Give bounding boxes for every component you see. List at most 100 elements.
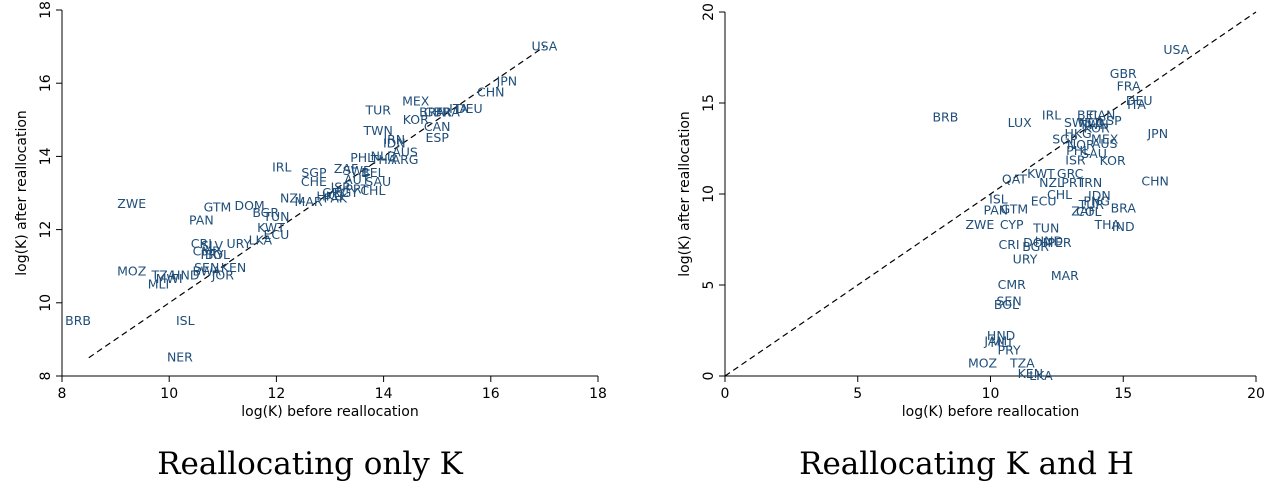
y-tick-label: 10 [701, 185, 717, 203]
data-point-label: ITA [1127, 97, 1146, 112]
data-point-label: IRL [1042, 108, 1061, 123]
data-point-label: BOL [205, 247, 230, 262]
x-axis-label: log(K) before reallocation [902, 404, 1079, 420]
data-point-label: ZWE [117, 196, 146, 211]
data-point-label: ISL [989, 191, 1008, 206]
data-point-label: CAN [424, 119, 451, 134]
data-point-label: KWT [1027, 166, 1055, 181]
data-point-label: DOM [1023, 235, 1053, 250]
data-point-label: JAM [983, 333, 1007, 348]
x-tick-label: 14 [375, 386, 393, 402]
data-point-label: PRY [998, 343, 1021, 358]
x-tick-label: 5 [853, 386, 862, 402]
y-tick-label: 20 [701, 3, 717, 21]
data-point-label: KOR [1084, 120, 1110, 135]
x-tick-label: 18 [589, 386, 607, 402]
y-tick-label: 10 [38, 294, 54, 312]
data-point-label: ITA [449, 101, 468, 116]
data-point-label: KEN [221, 260, 246, 275]
data-point-label: BGR [252, 205, 279, 220]
x-tick-label: 0 [721, 386, 730, 402]
data-point-label: GRC [1057, 166, 1084, 181]
data-point-label: ZWE [965, 217, 994, 232]
data-point-label: CRI [999, 237, 1020, 252]
data-point-label: KWT [257, 220, 285, 235]
data-point-label: CYP [1000, 217, 1024, 232]
data-point-label: URY [227, 236, 252, 251]
data-point-label: IDN [383, 136, 406, 151]
data-point-label: ESP [1098, 113, 1122, 128]
x-tick-label: 12 [267, 386, 285, 402]
data-point-label: TUN [262, 209, 289, 224]
data-point-label: ZAF [1071, 203, 1095, 218]
data-point-label: KOR [403, 112, 429, 127]
data-point-label: BGR [1022, 239, 1049, 254]
data-point-label: PAK [324, 190, 348, 205]
y-tick-label: 0 [701, 372, 717, 381]
data-point-label: SWE [1064, 115, 1092, 130]
data-point-label: IND [1112, 219, 1135, 234]
data-point-label: JPN [496, 73, 518, 88]
data-point-label: PAN [983, 202, 1008, 217]
data-point-label: AUT [344, 172, 370, 187]
data-point-label: NOR [1067, 137, 1095, 152]
data-point-label: THA [1094, 217, 1121, 232]
data-point-label: NZL [280, 190, 305, 205]
data-point-label: JPN [1146, 126, 1168, 141]
data-point-label: BOL [994, 297, 1019, 312]
data-point-label: BWA [193, 264, 222, 279]
data-point-label: TUR [1078, 197, 1105, 212]
data-point-label: PRT [345, 181, 368, 196]
data-point-label: CMR [193, 244, 222, 259]
data-point-label: SWE [343, 163, 371, 178]
data-point-label: ISR [331, 180, 352, 195]
data-point-label: MOZ [968, 355, 997, 370]
y-tick-label: 8 [38, 372, 54, 381]
x-axis-label: log(K) before reallocation [241, 404, 418, 420]
data-point-label: CHN [477, 84, 504, 99]
data-point-label: CMR [998, 277, 1027, 292]
y-axis-label: log(K) after reallocation [14, 110, 30, 276]
data-point-label: DEU [1126, 93, 1153, 108]
data-point-label: AUS [1092, 136, 1118, 151]
data-point-label: HND [171, 267, 199, 282]
data-point-label: QAT [1002, 171, 1027, 186]
data-point-label: HKG [1064, 126, 1091, 141]
data-point-label: SAU [365, 174, 391, 189]
data-point-label: SEN [996, 293, 1021, 308]
data-point-label: MEX [402, 94, 430, 109]
data-point-label: IRN [1081, 175, 1103, 190]
data-point-label: SGP [1052, 131, 1078, 146]
data-point-label: CHE [301, 174, 327, 189]
data-point-label: JOR [211, 267, 235, 282]
data-point-label: DOM [234, 198, 264, 213]
x-tick-label: 8 [58, 386, 67, 402]
x-tick-label: 20 [1247, 386, 1265, 402]
y-tick-label: 5 [701, 281, 717, 290]
data-point-label: CHN [1141, 173, 1168, 188]
data-point-label: HND [987, 328, 1015, 343]
data-point-label: PRT [1061, 175, 1084, 190]
data-point-label: PAN [189, 212, 214, 227]
chart-panel-k-and-h: 0 5 10 15 20 0 5 10 15 20 log(K) before reallocati… [650, 0, 1283, 496]
y-tick-label: 16 [38, 74, 54, 92]
data-point-label: PHL [350, 150, 374, 165]
data-point-label: ZAF [334, 161, 358, 176]
data-point-label: KOR [1100, 153, 1126, 168]
chart-caption: Reallocating K and H [799, 446, 1134, 482]
data-point-label: BEL [1077, 108, 1100, 123]
data-point-label: PER [1047, 235, 1071, 250]
y-tick-label: 18 [38, 1, 54, 19]
data-point-label: ESP [426, 130, 450, 145]
data-point-label: AUS [392, 145, 418, 160]
data-point-label: CRI [191, 236, 212, 251]
chart-caption: Reallocating only K [157, 446, 463, 482]
data-point-label: MEX [1091, 131, 1119, 146]
data-point-label: GBR [1110, 66, 1137, 81]
data-point-label: TWN [1078, 117, 1108, 132]
data-point-label: MLI [990, 335, 1011, 350]
data-point-label: HKG [316, 189, 343, 204]
data-point-label: TUN [1032, 221, 1059, 236]
data-point-label: BRB [932, 110, 958, 125]
data-point-label: MWI [156, 271, 183, 286]
